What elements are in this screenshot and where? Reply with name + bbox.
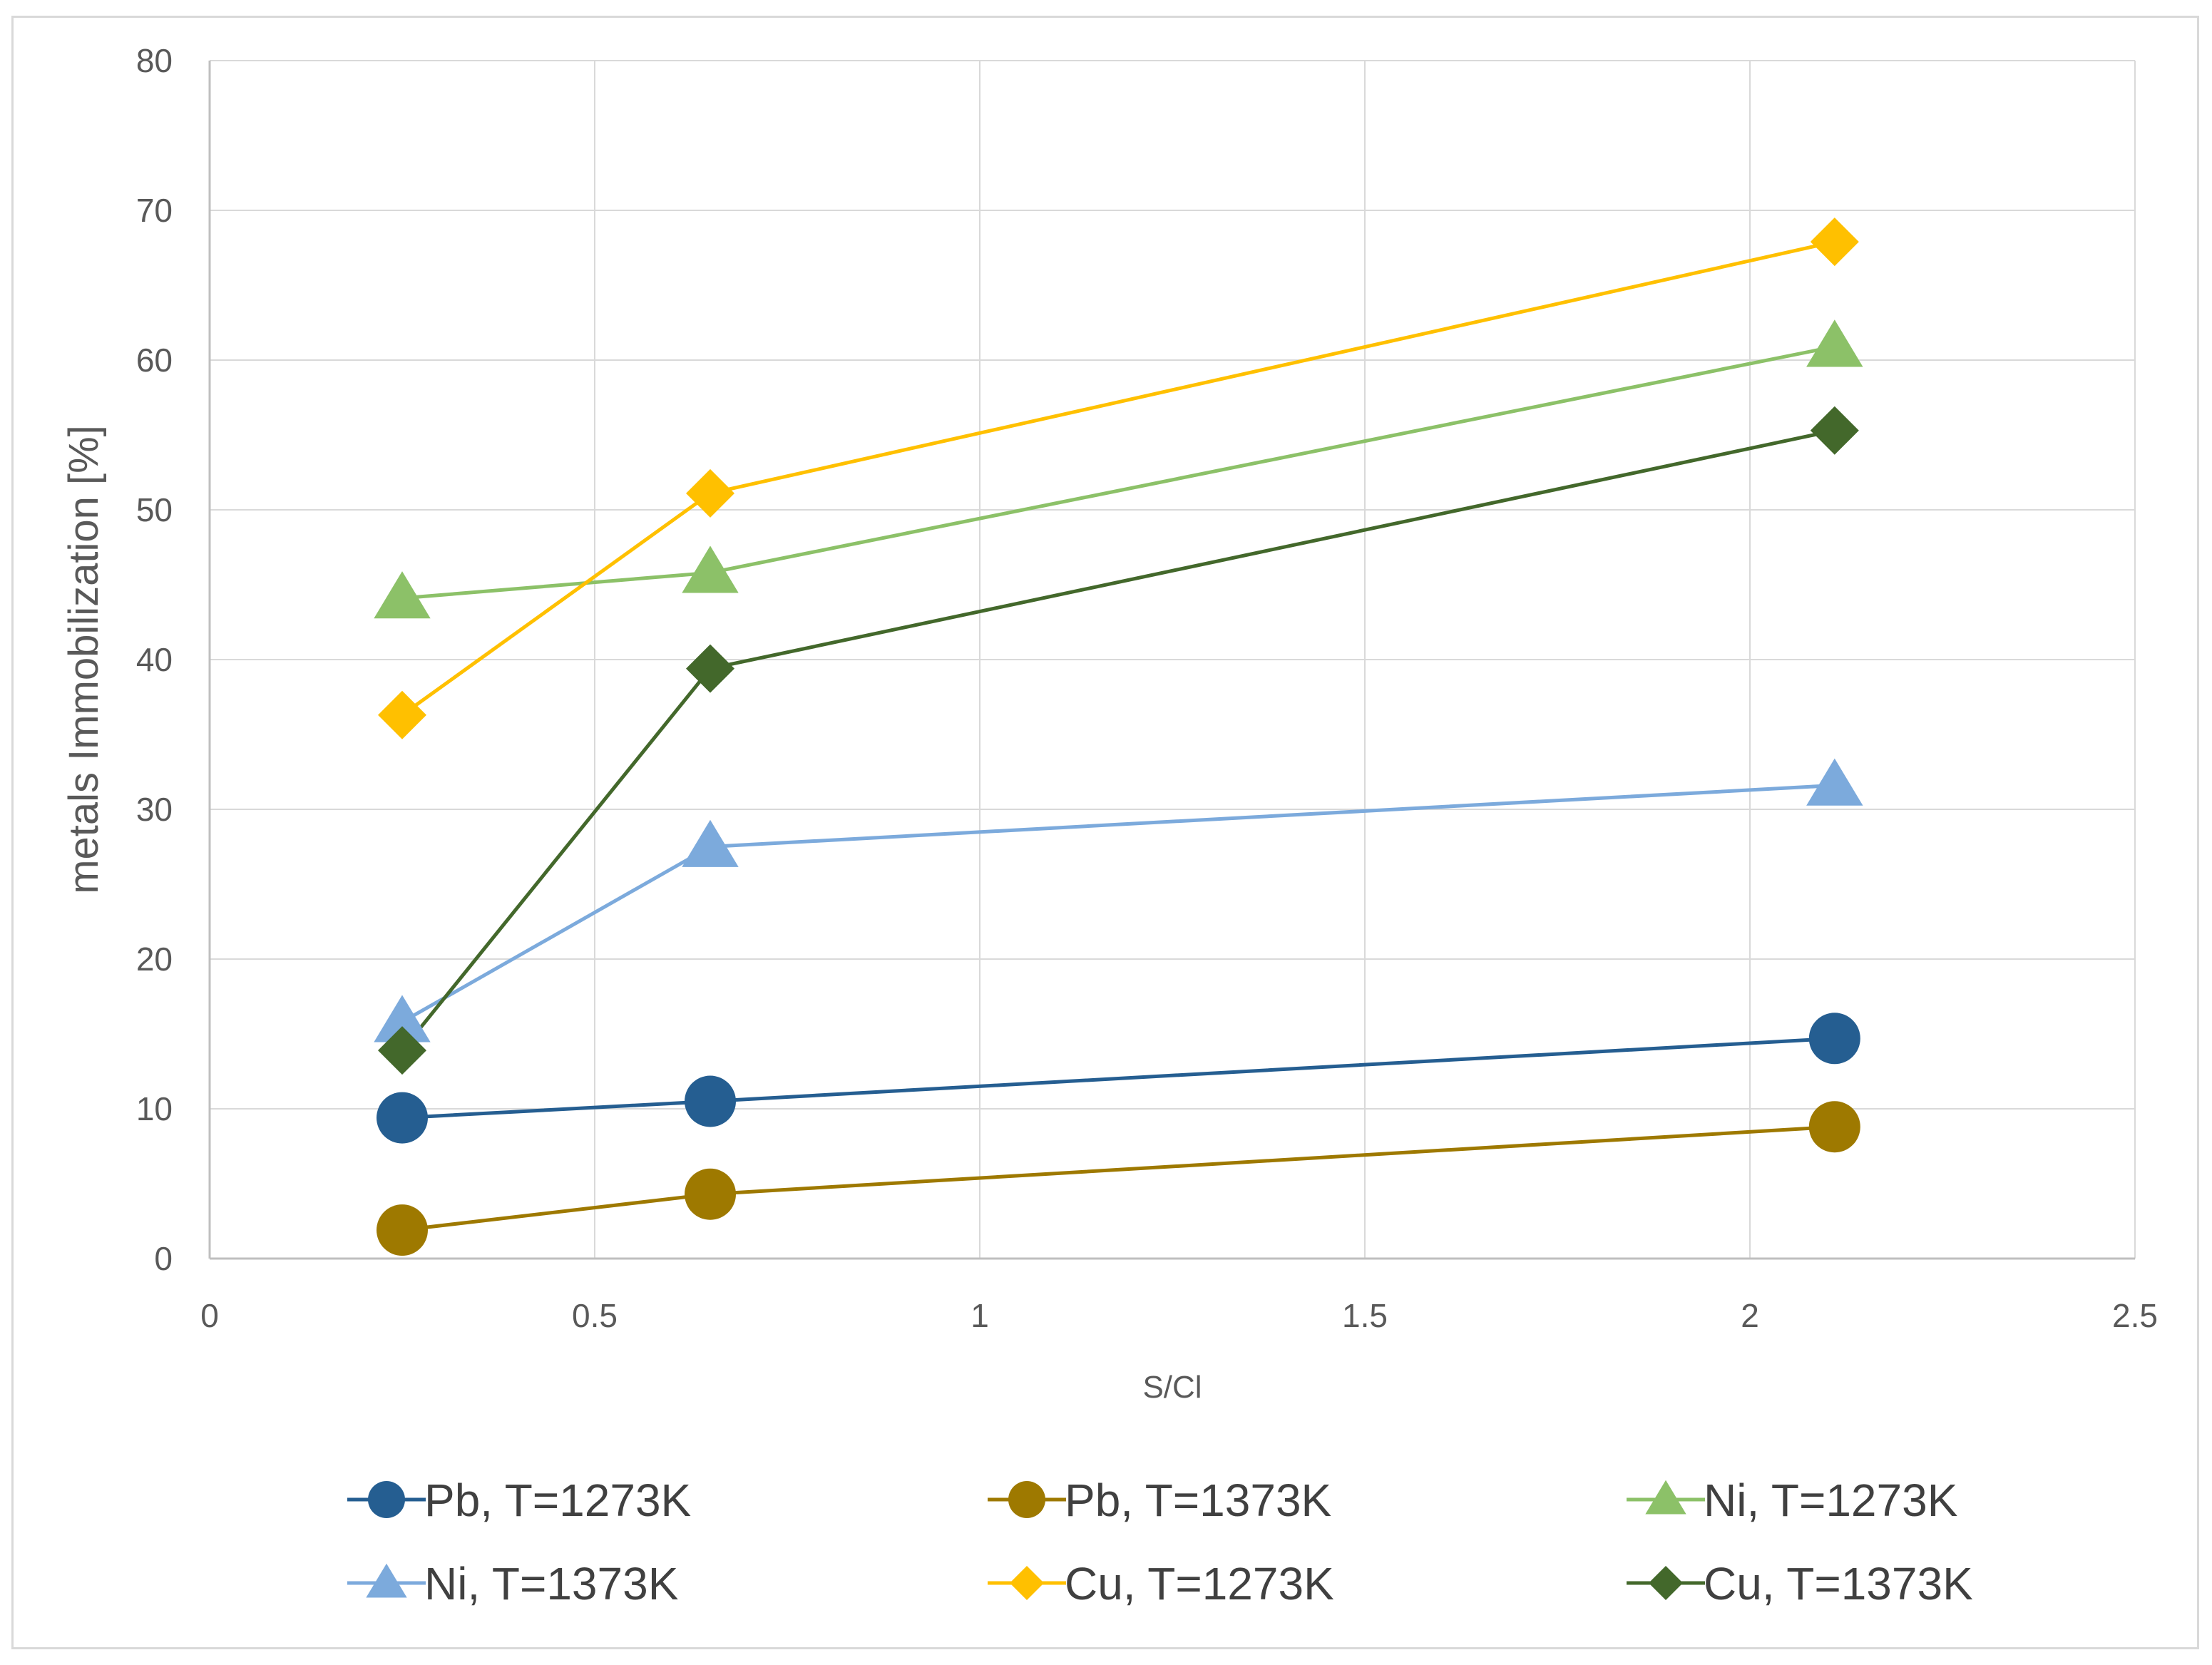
legend-entry: Cu, T=1273K xyxy=(988,1558,1334,1609)
data-point xyxy=(1806,319,1863,367)
x-tick-label: 2.5 xyxy=(2112,1297,2158,1334)
legend-swatch-marker xyxy=(1008,1481,1045,1518)
line-chart: 0 10 20 30 40 50 60 70 80 0 0.5 1 1.5 2 2.5 S/Cl metal… xyxy=(61,42,2158,1609)
data-point xyxy=(685,1168,736,1220)
y-tick-label: 40 xyxy=(136,641,173,678)
data-point xyxy=(1810,406,1859,455)
data-point xyxy=(1808,1013,1860,1065)
series-line-4 xyxy=(401,240,1835,717)
series-lines xyxy=(401,240,1835,1232)
series-markers xyxy=(374,217,1863,1256)
legend: Pb, T=1273K Pb, T=1373K Ni, T=1273K Ni, T=1… xyxy=(347,1475,1973,1609)
series-line-3 xyxy=(401,783,1835,1024)
y-tick-label: 20 xyxy=(136,941,173,978)
legend-label: Ni, T=1273K xyxy=(1704,1475,1957,1526)
data-point xyxy=(377,1204,428,1256)
data-point xyxy=(1810,217,1859,267)
data-point xyxy=(378,690,426,739)
data-point xyxy=(1806,758,1863,806)
chart-frame: 0 10 20 30 40 50 60 70 80 0 0.5 1 1.5 2 2.5 S/Cl metal… xyxy=(11,16,2199,1649)
y-tick-label: 80 xyxy=(136,42,173,79)
legend-entry: Pb, T=1273K xyxy=(347,1475,691,1526)
legend-label: Ni, T=1373K xyxy=(424,1558,678,1609)
x-tick-label: 1.5 xyxy=(1342,1297,1388,1334)
legend-swatch-marker xyxy=(1010,1566,1044,1600)
legend-label: Pb, T=1273K xyxy=(424,1475,691,1526)
legend-entry: Ni, T=1373K xyxy=(347,1558,678,1609)
legend-entry: Pb, T=1373K xyxy=(988,1475,1331,1526)
y-tick-label: 10 xyxy=(136,1090,173,1127)
data-point xyxy=(682,545,739,593)
x-tick-label: 1 xyxy=(971,1297,989,1334)
y-tick-label: 70 xyxy=(136,192,173,229)
y-tick-label: 50 xyxy=(136,491,173,528)
y-axis-title: metals Immobilization [%] xyxy=(61,425,107,894)
data-point xyxy=(374,571,431,619)
legend-label: Cu, T=1273K xyxy=(1065,1558,1334,1609)
data-point xyxy=(377,1092,428,1144)
data-point xyxy=(1808,1101,1860,1153)
y-tick-label: 30 xyxy=(136,791,173,828)
x-tick-label: 2 xyxy=(1741,1297,1759,1334)
data-point xyxy=(686,644,734,693)
series-line-0 xyxy=(401,1036,1835,1120)
y-tick-label: 0 xyxy=(154,1240,173,1277)
y-tick-label: 60 xyxy=(136,342,173,379)
tick-labels: 0 10 20 30 40 50 60 70 80 0 0.5 1 1.5 2 2.5 xyxy=(136,42,2158,1334)
x-tick-label: 0.5 xyxy=(572,1297,618,1334)
data-point xyxy=(374,995,431,1042)
legend-label: Cu, T=1373K xyxy=(1704,1558,1973,1609)
x-tick-label: 0 xyxy=(200,1297,219,1334)
legend-swatch-marker xyxy=(1645,1480,1686,1515)
legend-swatch-marker xyxy=(366,1563,407,1598)
data-point xyxy=(685,1075,736,1127)
series-line-1 xyxy=(401,1124,1835,1232)
legend-entry: Cu, T=1373K xyxy=(1627,1558,1973,1609)
series-line-5 xyxy=(401,429,1835,1052)
data-point xyxy=(378,1026,426,1075)
data-point xyxy=(686,468,734,518)
data-point xyxy=(682,819,739,867)
x-axis-title: S/Cl xyxy=(1142,1370,1202,1405)
axes xyxy=(208,61,2135,1260)
legend-swatch-marker xyxy=(368,1481,405,1518)
legend-swatch-marker xyxy=(1649,1566,1683,1600)
legend-label: Pb, T=1373K xyxy=(1065,1475,1331,1526)
legend-entry: Ni, T=1273K xyxy=(1627,1475,1957,1526)
